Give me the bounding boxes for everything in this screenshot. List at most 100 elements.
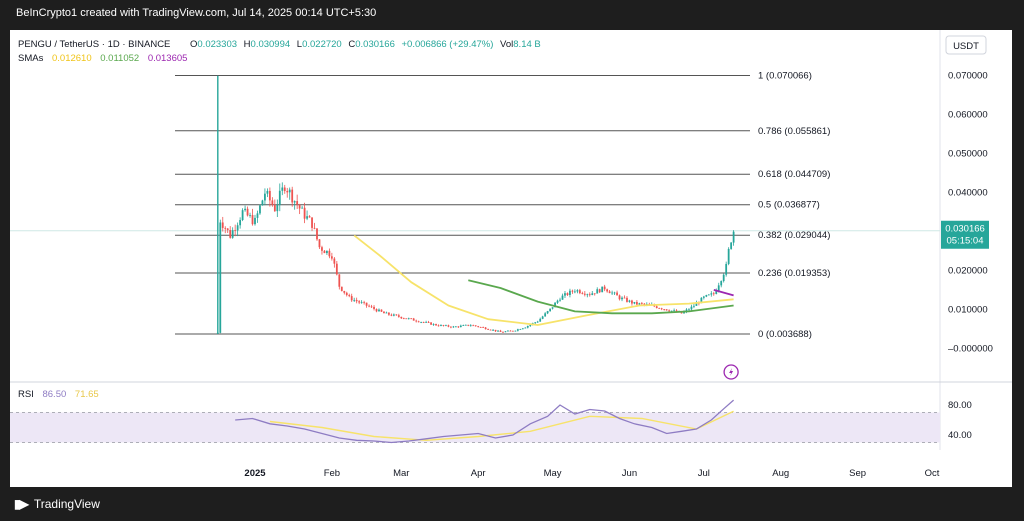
tradingview-logo[interactable]: ▮▶ TradingView xyxy=(14,497,100,511)
candle-body xyxy=(380,309,383,312)
candle-body xyxy=(559,299,561,301)
fib-label: 0.618 (0.044709) xyxy=(758,169,830,180)
candle-body xyxy=(338,274,341,287)
tv-mark-icon: ▮▶ xyxy=(14,497,29,511)
candle-body xyxy=(526,325,529,328)
sma2-value: 0.011052 xyxy=(100,53,139,64)
lightning-icon[interactable] xyxy=(723,364,739,380)
candle-body xyxy=(291,189,294,203)
candle-body xyxy=(688,309,690,311)
candle-body xyxy=(507,330,509,332)
candle-body xyxy=(519,329,522,330)
candle-body xyxy=(690,306,693,310)
sma1-value: 0.012610 xyxy=(52,53,92,64)
fib-label: 0.236 (0.019353) xyxy=(758,268,830,279)
candle-body xyxy=(608,291,611,294)
candle-body xyxy=(353,299,356,301)
sma-purple-line xyxy=(713,289,734,297)
candle-body xyxy=(450,326,452,328)
candle-body xyxy=(574,291,576,293)
candle-body xyxy=(259,205,261,214)
time-tick-label: May xyxy=(544,468,562,479)
legend-o-value: 0.023303 xyxy=(197,39,237,50)
candle-body xyxy=(643,303,646,305)
candle-body xyxy=(221,222,224,228)
legend-vol-value: 8.14 B xyxy=(513,39,540,50)
candle-body xyxy=(467,324,470,326)
candle-body xyxy=(725,263,728,275)
candle-body xyxy=(474,325,477,327)
legend-ohlc: O0.023303 H0.030994 L0.022720 C0.030166 … xyxy=(190,39,541,50)
fib-label: 0.786 (0.055861) xyxy=(758,126,830,137)
candle-body xyxy=(670,310,673,312)
candle-body xyxy=(603,286,606,290)
candle-body xyxy=(425,321,428,323)
rsi-band xyxy=(10,412,940,443)
candle-body xyxy=(407,318,410,320)
rsi-label: RSI xyxy=(18,389,34,400)
currency-button[interactable]: USDT xyxy=(945,35,987,55)
candle-body xyxy=(482,327,485,328)
candle-body xyxy=(432,324,435,325)
candle-body xyxy=(693,305,695,307)
candle-body xyxy=(618,295,621,300)
candle-body xyxy=(365,302,368,306)
candle-body xyxy=(236,225,239,231)
candle-body xyxy=(685,309,688,312)
candle-body xyxy=(492,329,494,331)
candle-body xyxy=(261,200,264,206)
candle-body xyxy=(378,309,380,312)
candle-body xyxy=(333,258,336,264)
price-tick-label: 0.050000 xyxy=(948,149,988,160)
time-tick-label: Apr xyxy=(471,468,486,479)
candle-body xyxy=(551,307,554,309)
candle-body xyxy=(321,247,323,251)
candle-body xyxy=(598,289,601,293)
candle-body xyxy=(219,222,222,333)
candle-body xyxy=(445,325,447,327)
candle-body xyxy=(234,230,237,231)
candle-body xyxy=(276,204,279,212)
rsi-value: 86.50 xyxy=(42,389,66,400)
candle-body xyxy=(569,290,571,296)
candle-body xyxy=(561,295,564,300)
candle-body xyxy=(400,316,403,319)
candle-body xyxy=(268,190,271,201)
candle-body xyxy=(224,227,227,229)
candle-body xyxy=(534,322,537,324)
candle-body xyxy=(231,230,234,238)
candle-body xyxy=(464,324,467,326)
candle-body xyxy=(301,207,304,209)
candle-body xyxy=(673,310,675,312)
candle-body xyxy=(226,228,229,231)
candle-body xyxy=(373,306,375,310)
candle-body xyxy=(264,193,266,201)
fib-label: 1 (0.070066) xyxy=(758,70,812,81)
legend-smas: SMAs 0.012610 0.011052 0.013605 xyxy=(18,53,187,64)
candle-body xyxy=(702,296,705,298)
candle-body xyxy=(601,286,604,293)
candle-body xyxy=(479,327,482,328)
candle-body xyxy=(437,325,440,327)
candle-body xyxy=(447,325,450,327)
candle-body xyxy=(335,263,338,275)
chart-svg[interactable]: PENGU / TetherUS · 1D · BINANCE O0.02330… xyxy=(10,30,1012,487)
candle-body xyxy=(283,187,286,192)
candle-body xyxy=(623,297,626,299)
candle-body xyxy=(388,312,390,315)
candle-body xyxy=(596,289,599,294)
time-tick-label: Mar xyxy=(393,468,409,479)
candle-body xyxy=(541,316,544,319)
price-tick-label: 0.060000 xyxy=(948,110,988,121)
candle-body xyxy=(402,318,405,320)
candle-body xyxy=(375,309,378,312)
candle-body xyxy=(487,329,490,330)
candle-body xyxy=(251,215,254,225)
candle-body xyxy=(266,190,269,194)
footer-bar: ▮▶ TradingView xyxy=(0,489,1024,521)
legend-h-value: 0.030994 xyxy=(251,39,291,50)
candle-body xyxy=(663,309,666,310)
fib-layer: 1 (0.070066) 0.786 (0.055861) 0.618 (0.044… xyxy=(10,70,940,340)
time-tick-label: 2025 xyxy=(244,468,266,479)
candle-body xyxy=(732,231,735,243)
